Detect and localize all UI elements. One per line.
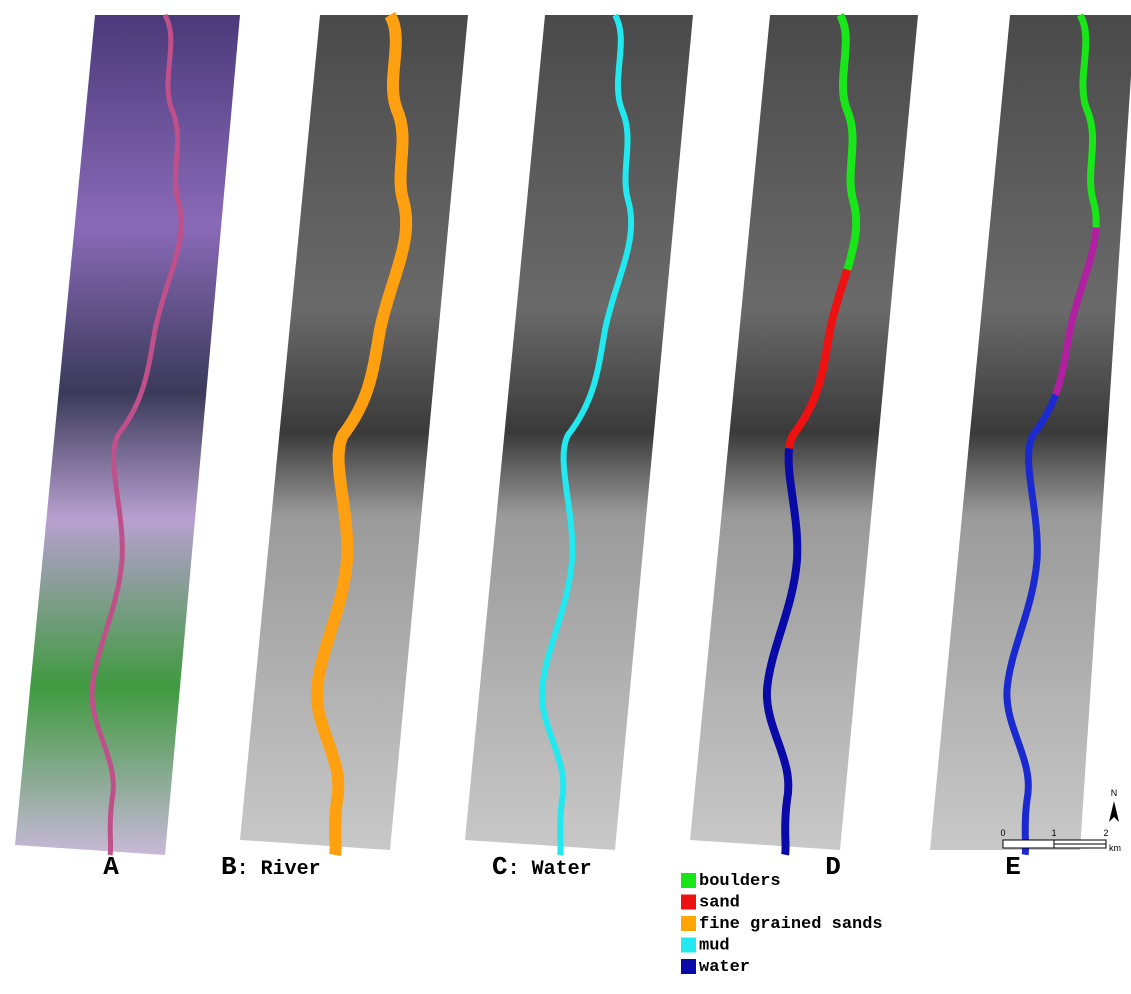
legend-swatch [681,873,696,888]
legend-label: boulders [699,872,781,891]
panel-caption: : River [237,858,321,881]
panel-d-image [690,15,918,855]
panel-a-image [15,15,240,855]
panel-caption: : Water [508,858,592,881]
panel-letter: D [825,852,841,882]
legend-swatch [681,895,696,910]
legend-label: mud [699,937,730,956]
panel-letter: C [492,852,508,882]
panel-e-image [930,15,1131,855]
panel-c-image [465,15,693,855]
legend-swatch [681,938,696,953]
legend-label: fine grained sands [699,915,883,934]
scale-label: 1 [1051,828,1056,838]
north-label: N [1111,788,1118,798]
legend-swatch [681,916,696,931]
north-arrow: N [1109,788,1119,822]
scale-label: 0 [1000,828,1005,838]
scale-unit: km [1109,843,1121,853]
scale-label: 2 [1103,828,1108,838]
legend-swatch [681,959,696,974]
panel-letter: E [1005,852,1021,882]
legend-label: water [699,958,750,977]
legend: boulders sand fine grained sands mud water [681,872,883,977]
panel-letter: B [221,852,237,882]
panel-letter: A [103,852,119,882]
panel-label: B: River [221,852,321,882]
legend-label: sand [699,894,740,913]
panel-b-image [240,15,468,855]
panel-label: C: Water [492,852,592,882]
figure: 0 1 2 km N A B: River C: Water D E bould… [0,0,1131,994]
figure-canvas: 0 1 2 km N A B: River C: Water D E bould… [0,0,1131,994]
